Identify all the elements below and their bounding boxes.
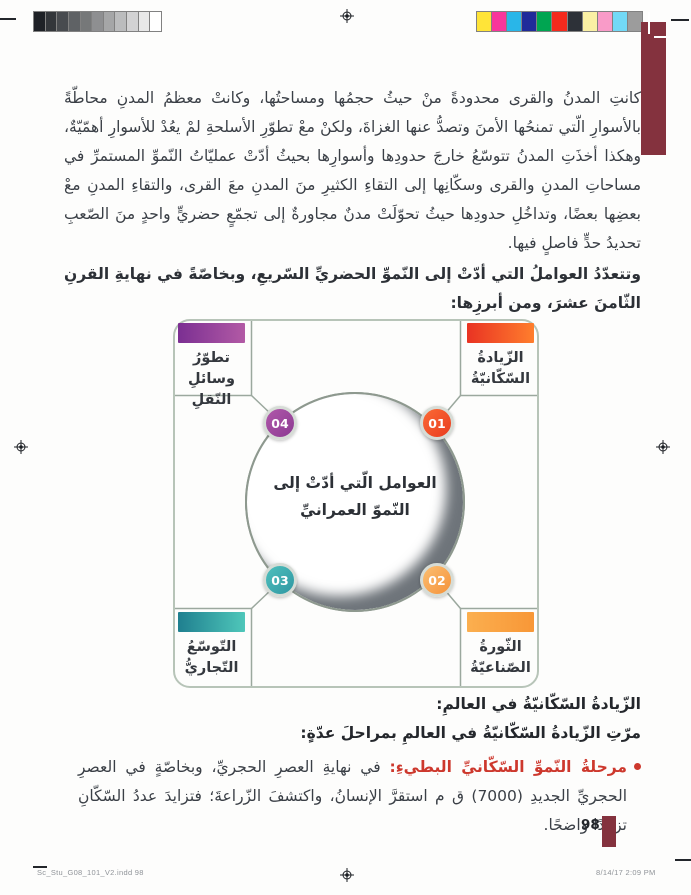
node-number: 02	[428, 572, 446, 588]
factor-box-population: الزّيادةُ السّكّانيّةُ	[461, 318, 540, 400]
factor-label-line: السّكّانيّةُ	[470, 371, 531, 387]
factor-label-line: الثّورةُ	[479, 639, 522, 655]
calibration-swatch	[115, 12, 127, 31]
intro-bold-paragraph: وتتعدّدُ العواملُ التي أدّتْ إلى النّموِ…	[64, 265, 641, 312]
calibration-swatch	[552, 12, 567, 31]
node-04-badge: 04	[263, 406, 297, 440]
factor-color-bar	[178, 323, 245, 343]
calibration-swatch	[138, 12, 150, 31]
calibration-swatch	[45, 12, 57, 31]
calibration-swatch	[68, 12, 80, 31]
factor-box-commercial: التّوسّعُ التّجاريُّ	[172, 607, 251, 689]
calibration-swatch	[150, 12, 162, 31]
registration-mark-icon	[14, 440, 28, 454]
node-number: 03	[271, 572, 289, 588]
factor-box-transport: تطوّرُ وسائلِ النّقلِ	[172, 318, 251, 408]
print-file-note: Sc_Stu_G08_101_V2.indd 98	[37, 868, 144, 877]
calibration-swatch	[127, 12, 138, 31]
factor-color-bar	[178, 612, 245, 632]
calibration-swatch	[537, 12, 552, 31]
page-number: 98	[581, 817, 600, 833]
crop-mark	[671, 19, 689, 21]
body-paragraph: كانتِ المدنُ والقرى محدودةً منْ حيثُ حجم…	[64, 89, 641, 252]
registration-mark-icon	[340, 9, 354, 23]
center-title-line: العوامل الّتي أدّتْ إلى	[273, 474, 437, 492]
crop-mark	[675, 859, 691, 861]
calibration-swatch	[612, 12, 627, 31]
factors-diagram: الزّيادةُ السّكّانيّةُ الثّورةُ الصّناعي…	[172, 318, 540, 689]
factor-label-line: النّقلِ	[191, 392, 232, 408]
factor-color-bar	[467, 612, 534, 632]
crop-mark	[33, 866, 47, 868]
calibration-swatch	[57, 12, 68, 31]
print-timestamp: 8/14/17 2:09 PM	[596, 868, 656, 877]
factor-label-line: الصّناعيّةُ	[470, 660, 531, 676]
calibration-swatch	[492, 12, 507, 31]
diagram-center-title: العوامل الّتي أدّتْ إلى النّموّ العمراني…	[245, 470, 465, 524]
registration-mark-icon	[656, 440, 670, 454]
calibration-swatch	[80, 12, 92, 31]
crop-mark	[654, 36, 670, 38]
factor-label-line: التّجاريُّ	[184, 660, 239, 676]
calibration-swatch	[567, 12, 582, 31]
color-calibration-bar	[476, 11, 643, 32]
factor-label: الثّورةُ الصّناعيّةُ	[461, 637, 540, 679]
node-03-badge: 03	[263, 563, 297, 597]
node-number: 04	[271, 415, 289, 431]
registration-mark-icon	[340, 868, 354, 882]
node-02-badge: 02	[420, 563, 454, 597]
bullet-lead-text: مرحلةُ النّموِّ السّكّانيِّ البطيءِ:	[389, 758, 627, 776]
page-number-marker	[602, 816, 616, 847]
factor-box-industrial: الثّورةُ الصّناعيّةُ	[461, 607, 540, 689]
calibration-swatch	[582, 12, 597, 31]
calibration-swatch	[522, 12, 537, 31]
section-heading: الزّيادةُ السّكّانيّةُ في العالمِ:	[436, 695, 641, 713]
calibration-swatch	[103, 12, 115, 31]
calibration-swatch	[34, 12, 45, 31]
bullet-item: مرحلةُ النّموِّ السّكّانيِّ البطيءِ: في …	[78, 753, 641, 840]
factor-label-line: تطوّرُ وسائلِ	[187, 350, 236, 387]
factor-label: تطوّرُ وسائلِ النّقلِ	[172, 348, 251, 411]
grayscale-calibration-bar	[33, 11, 162, 32]
node-01-badge: 01	[420, 406, 454, 440]
bullet-body-text: في نهايةِ العصرِ الحجريِّ، وبخاصّةٍ في ا…	[78, 758, 627, 834]
factor-label: الزّيادةُ السّكّانيّةُ	[461, 348, 540, 390]
factor-label-line: الزّيادةُ	[477, 350, 524, 366]
calibration-swatch	[627, 12, 643, 31]
calibration-swatch	[92, 12, 103, 31]
calibration-swatch	[507, 12, 522, 31]
crop-mark	[648, 12, 650, 34]
center-title-line: النّموّ العمرانيِّ	[300, 501, 410, 519]
node-number: 01	[428, 415, 446, 431]
factor-label-line: التّوسّعُ	[186, 639, 237, 655]
factor-color-bar	[467, 323, 534, 343]
bullet-dot-icon	[634, 763, 641, 770]
crop-mark	[0, 18, 16, 20]
calibration-swatch	[477, 12, 492, 31]
factor-label: التّوسّعُ التّجاريُّ	[172, 637, 251, 679]
chapter-edge-tab	[641, 22, 666, 155]
diagram-frame-graphic	[173, 319, 539, 688]
sub-heading: مرّتِ الزّيادةُ السّكّانيّةُ في العالمِ …	[300, 724, 641, 742]
calibration-swatch	[597, 12, 612, 31]
